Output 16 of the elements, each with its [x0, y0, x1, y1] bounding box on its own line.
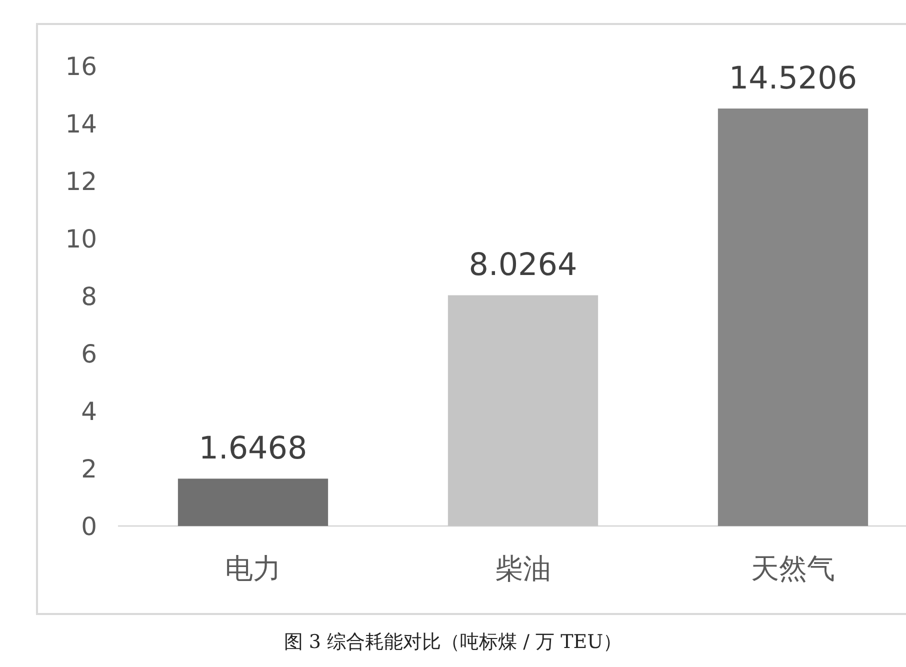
- data-label: 14.5206: [728, 60, 858, 97]
- y-tick-label: 14: [65, 110, 97, 138]
- y-tick-label: 6: [81, 340, 97, 368]
- y-tick-label: 8: [81, 282, 97, 311]
- x-tick-label: 天然气: [751, 552, 835, 585]
- x-tick-label: 柴油: [495, 552, 551, 585]
- y-tick-label: 0: [81, 512, 97, 541]
- x-tick-label: 电力: [225, 552, 281, 585]
- y-tick-label: 12: [65, 167, 97, 196]
- y-tick-label: 10: [65, 224, 97, 254]
- data-label: 1.6468: [198, 430, 308, 467]
- data-label: 8.0264: [468, 247, 578, 284]
- y-tick-label: 2: [81, 454, 97, 484]
- y-tick-label: 4: [81, 397, 97, 426]
- text: 图 3 综合耗能对比（吨标煤 / 万 TEU）: [284, 631, 622, 653]
- y-tick-label: 16: [65, 52, 97, 81]
